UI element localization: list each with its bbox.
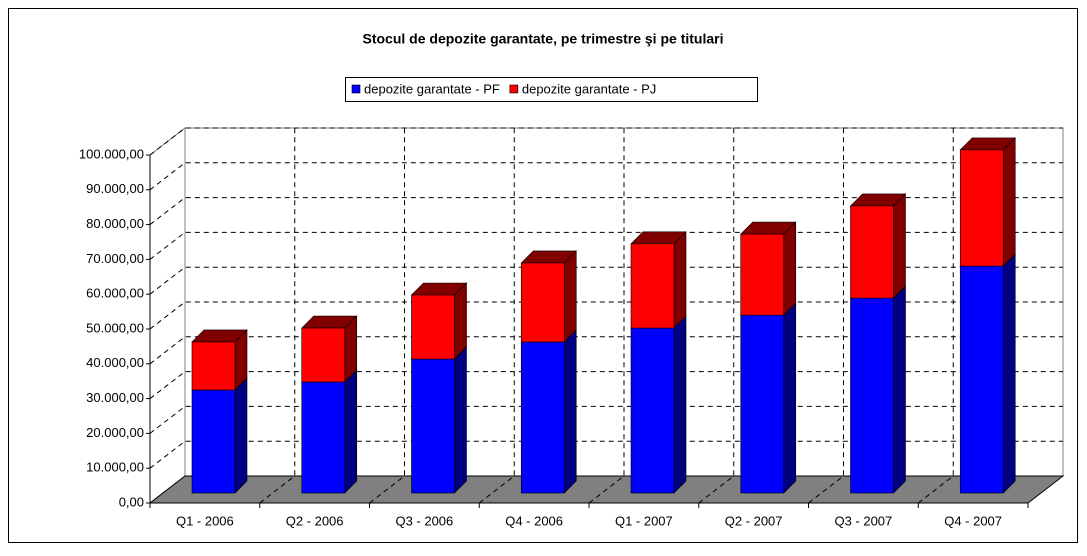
bar-side	[1002, 137, 1016, 267]
legend-swatch	[509, 84, 519, 94]
y-tick-label: 30.000,00	[86, 390, 144, 405]
bar	[850, 205, 894, 299]
y-tick-label: 80.000,00	[86, 216, 144, 231]
bar-side	[783, 221, 797, 316]
bar-side	[454, 346, 467, 494]
x-tick-label: Q4 - 2007	[944, 513, 1002, 528]
x-tick-label: Q1 - 2006	[176, 513, 234, 528]
y-tick-label: 10.000,00	[86, 460, 144, 475]
legend-box	[345, 77, 758, 102]
bar	[959, 149, 1004, 267]
bar	[630, 327, 675, 494]
bar	[411, 358, 455, 494]
bar-side	[673, 315, 687, 494]
x-tick-label: Q1 - 2007	[615, 513, 673, 528]
bar	[959, 265, 1004, 494]
y-tick-label: 20.000,00	[86, 425, 144, 440]
bar-side	[783, 302, 797, 494]
y-tick-label: 90.000,00	[86, 181, 144, 196]
y-tick-label: 100.000,00	[79, 146, 144, 161]
bar	[301, 381, 346, 494]
legend-label: depozite garantate - PF	[364, 81, 500, 96]
y-tick-label: 70.000,00	[86, 251, 144, 266]
bar-side	[344, 369, 358, 494]
bar-side	[234, 377, 248, 494]
x-tick-label: Q4 - 2006	[505, 513, 563, 528]
chart-title: Stocul de depozite garantate, pe trimest…	[363, 31, 724, 47]
x-tick-label: Q3 - 2007	[834, 513, 892, 528]
bar	[630, 243, 675, 329]
y-tick-label: 60.000,00	[86, 286, 144, 301]
bar-side	[1002, 253, 1016, 494]
bar-side	[893, 193, 906, 299]
legend-swatch	[351, 84, 361, 94]
x-tick-label: Q3 - 2006	[395, 513, 453, 528]
bar	[740, 233, 785, 316]
bar	[191, 341, 236, 391]
x-tick-label: Q2 - 2006	[286, 513, 344, 528]
bar	[520, 262, 565, 343]
x-tick-label: Q2 - 2007	[725, 513, 783, 528]
bar	[191, 389, 236, 494]
bar-side	[563, 250, 577, 343]
bar-side	[563, 329, 577, 494]
bar	[740, 314, 785, 494]
y-tick-label: 50.000,00	[86, 320, 144, 335]
bar	[301, 327, 346, 383]
bar	[411, 294, 455, 360]
y-tick-label: 0,00	[119, 494, 144, 509]
bar-side	[893, 285, 906, 494]
bar-side	[673, 231, 687, 329]
bar	[520, 341, 565, 494]
bar-side	[454, 282, 467, 360]
y-tick-label: 40.000,00	[86, 355, 144, 370]
legend-label: depozite garantate - PJ	[522, 81, 656, 96]
bar	[850, 297, 894, 494]
